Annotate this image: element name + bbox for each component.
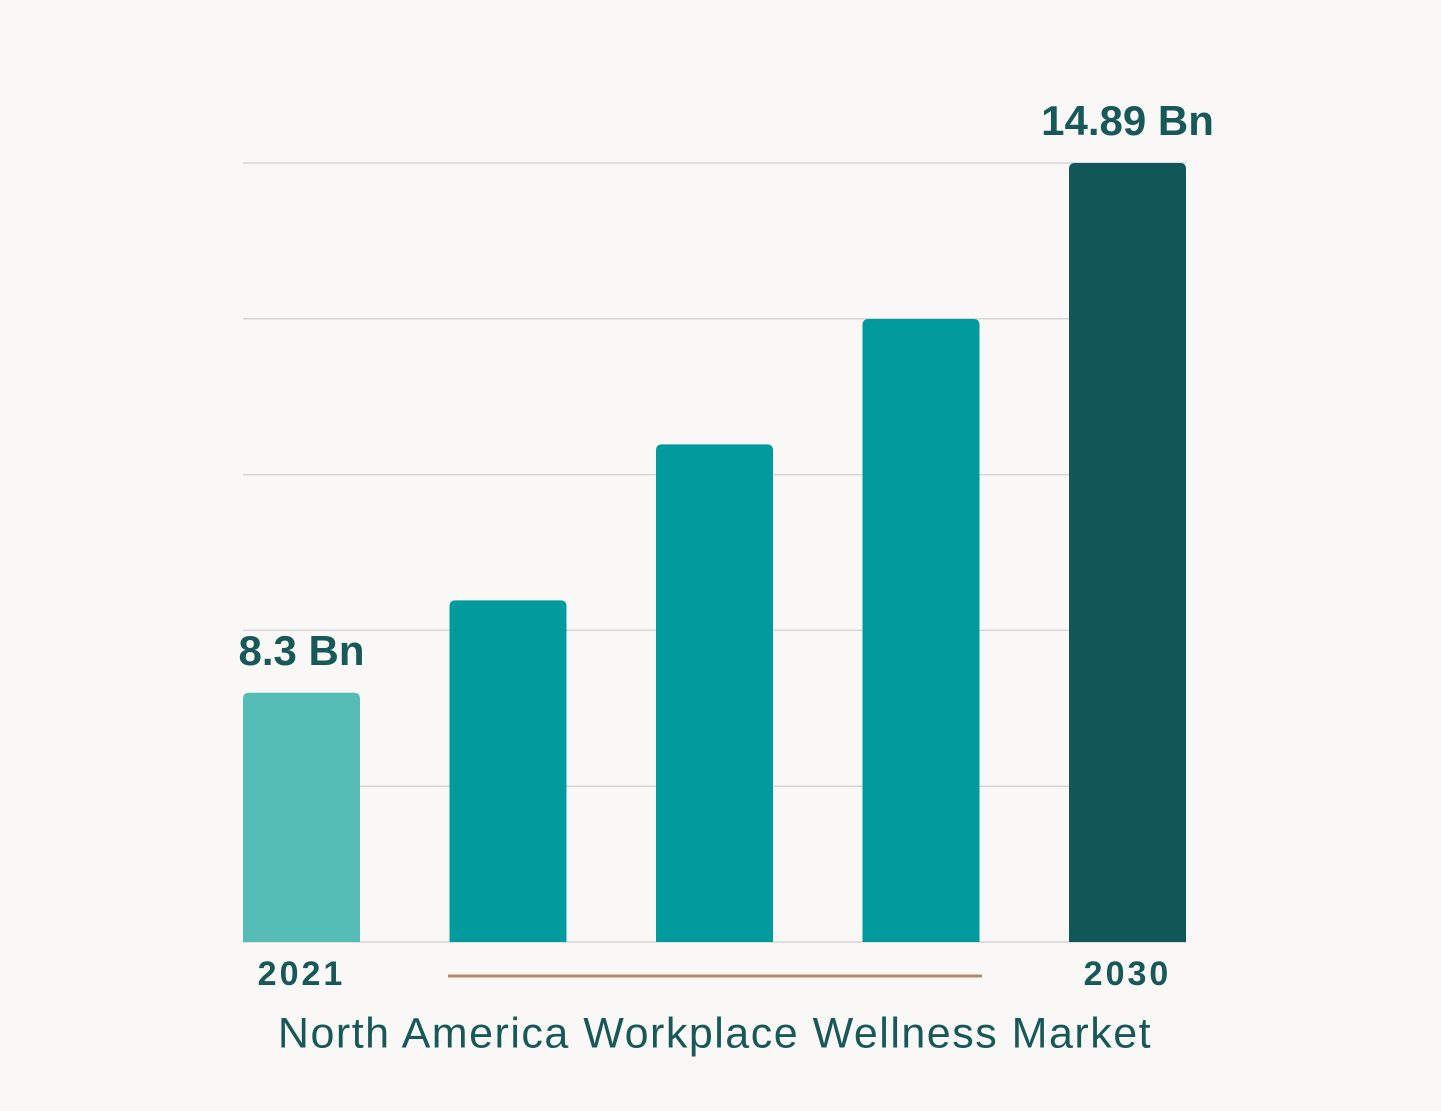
bar — [1069, 163, 1186, 942]
bar — [449, 600, 567, 942]
x-tick-label: 2021 — [258, 955, 346, 993]
x-tick-label: 2030 — [1084, 955, 1172, 993]
bar — [243, 692, 360, 942]
value-label: 14.89 Bn — [1041, 97, 1214, 144]
bar — [862, 318, 980, 942]
value-label: 8.3 Bn — [238, 627, 364, 674]
bar — [656, 444, 773, 942]
chart-title: North America Workplace Wellness Market — [278, 1009, 1152, 1057]
